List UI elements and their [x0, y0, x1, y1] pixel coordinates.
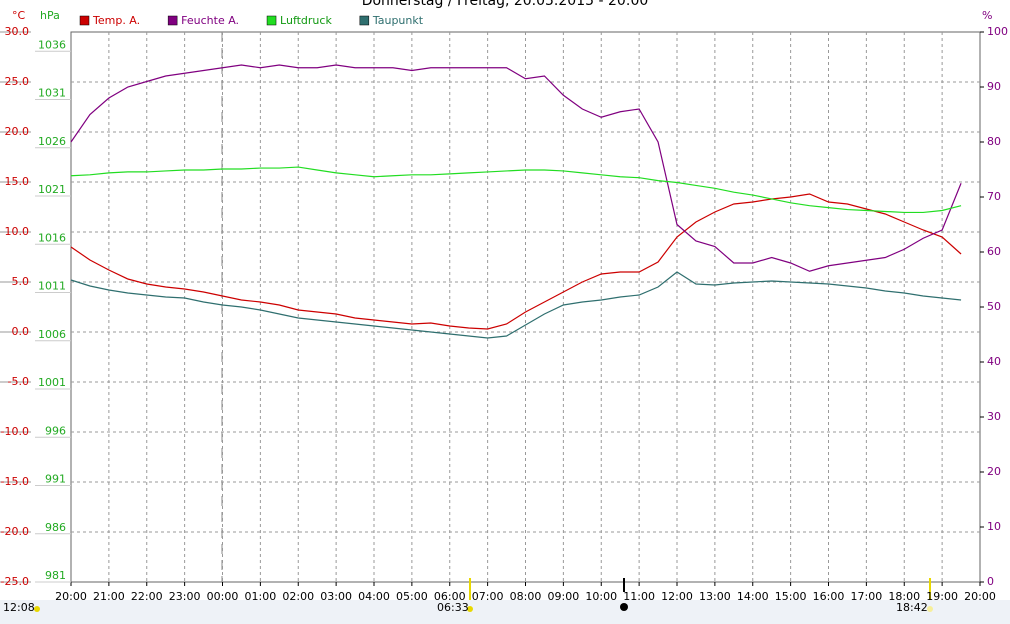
y-tick-label: 10.0 [5, 225, 30, 238]
legend-label: Luftdruck [280, 14, 332, 27]
x-tick-label: 00:00 [207, 590, 239, 603]
legend-label: Temp. A. [92, 14, 140, 27]
series-line [70, 64, 962, 272]
y-tick-label: -20.0 [1, 525, 29, 538]
y3-tick-label: 1026 [38, 135, 66, 148]
legend-swatch [266, 15, 277, 26]
y-tick-label: 15.0 [5, 175, 30, 188]
status-strip [0, 600, 1010, 624]
y3-tick-label: 981 [45, 569, 66, 582]
legend-swatch [167, 15, 178, 26]
x-tick-label: 06:00 [434, 590, 466, 603]
x-tick-label: 23:00 [169, 590, 201, 603]
x-tick-label: 20:00 [964, 590, 996, 603]
legend-label: Feuchte A. [181, 14, 239, 27]
series-line [70, 166, 962, 214]
chart-title: Donnerstag / Freitag, 20.05.2015 - 20:00 [362, 0, 649, 9]
y2-unit: % [982, 9, 992, 22]
now-dot [620, 603, 628, 611]
y-tick-label: -25.0 [1, 575, 29, 588]
x-tick-label: 21:00 [93, 590, 125, 603]
y-tick-label: 5.0 [12, 275, 30, 288]
annotation: 06:33 [437, 601, 469, 614]
x-tick-label: 01:00 [245, 590, 277, 603]
y-tick-label: 0.0 [12, 325, 30, 338]
y2-tick-label: 70 [987, 190, 1001, 203]
y2-tick-label: 80 [987, 135, 1001, 148]
series-line [70, 193, 962, 330]
y3-tick-label: 1006 [38, 328, 66, 341]
y3-tick-label: 991 [45, 473, 66, 486]
sun-icon [467, 606, 473, 612]
x-tick-label: 08:00 [510, 590, 542, 603]
x-tick-label: 14:00 [737, 590, 769, 603]
y2-tick-label: 10 [987, 520, 1001, 533]
y3-unit: hPa [40, 9, 60, 22]
x-tick-label: 17:00 [851, 590, 883, 603]
sun-icon [34, 606, 40, 612]
legend-swatch [79, 15, 90, 26]
x-tick-label: 11:00 [623, 590, 655, 603]
x-tick-label: 18:00 [888, 590, 920, 603]
y-tick-label: 25.0 [5, 75, 30, 88]
y2-tick-label: 40 [987, 355, 1001, 368]
y3-tick-label: 1021 [38, 183, 66, 196]
y3-tick-label: 996 [45, 424, 66, 437]
y-tick-label: 30.0 [5, 25, 30, 38]
x-tick-label: 19:00 [926, 590, 958, 603]
y2-tick-label: 20 [987, 465, 1001, 478]
x-tick-label: 10:00 [585, 590, 617, 603]
annotation: 12:08 [3, 601, 35, 614]
x-tick-label: 02:00 [282, 590, 314, 603]
y-unit: °C [12, 9, 26, 22]
y-tick-label: 20.0 [5, 125, 30, 138]
y2-tick-label: 60 [987, 245, 1001, 258]
y3-tick-label: 1036 [38, 38, 66, 51]
y-tick-label: -5.0 [8, 375, 29, 388]
series-line [70, 271, 962, 339]
x-tick-label: 04:00 [358, 590, 390, 603]
y2-tick-label: 50 [987, 300, 1001, 313]
y2-tick-label: 100 [987, 25, 1008, 38]
y2-tick-label: 0 [987, 575, 994, 588]
y3-tick-label: 1031 [38, 87, 66, 100]
x-tick-label: 09:00 [548, 590, 580, 603]
x-tick-label: 12:00 [661, 590, 693, 603]
y3-tick-label: 986 [45, 521, 66, 534]
x-tick-label: 13:00 [699, 590, 731, 603]
y2-tick-label: 30 [987, 410, 1001, 423]
y3-tick-label: 1016 [38, 231, 66, 244]
legend-swatch [359, 15, 370, 26]
y2-tick-label: 90 [987, 80, 1001, 93]
annotation: 18:42 [896, 601, 928, 614]
x-tick-label: 16:00 [813, 590, 845, 603]
x-tick-label: 20:00 [55, 590, 87, 603]
x-tick-label: 05:00 [396, 590, 428, 603]
y3-tick-label: 1001 [38, 376, 66, 389]
x-tick-label: 03:00 [320, 590, 352, 603]
y3-tick-label: 1011 [38, 280, 66, 293]
sun-icon [927, 606, 933, 612]
y-tick-label: -15.0 [1, 475, 29, 488]
x-tick-label: 15:00 [775, 590, 807, 603]
y-tick-label: -10.0 [1, 425, 29, 438]
plot-area [70, 31, 981, 583]
legend-label: Taupunkt [372, 14, 424, 27]
x-tick-label: 22:00 [131, 590, 163, 603]
x-tick-label: 07:00 [472, 590, 504, 603]
